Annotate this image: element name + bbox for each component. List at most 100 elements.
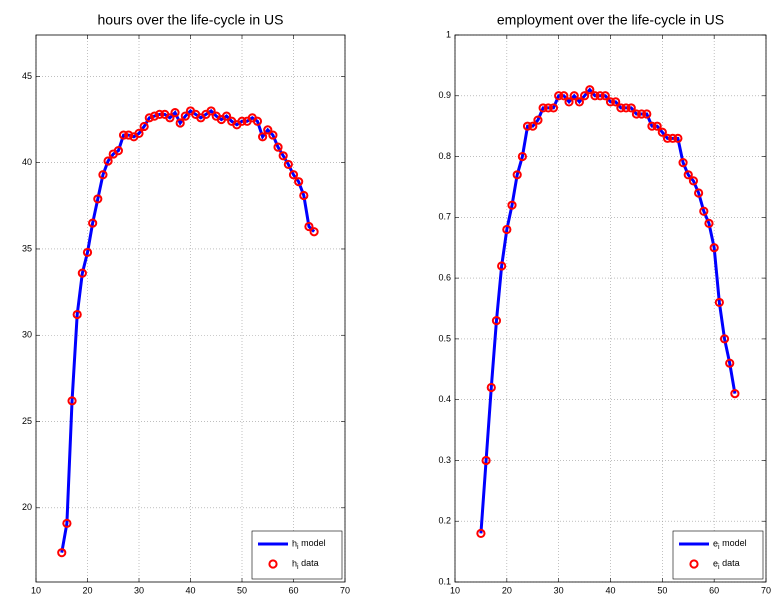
y-tick-label: 30 (22, 330, 32, 340)
data-point (637, 109, 647, 119)
data-point (688, 176, 699, 186)
y-tick-label: 0.7 (438, 212, 451, 222)
data-point (304, 221, 314, 232)
legend-label: ei model (713, 538, 747, 550)
legend-swatch (689, 559, 699, 569)
data-point (144, 113, 154, 123)
y-tick-label: 40 (22, 157, 32, 167)
data-point (616, 103, 626, 113)
data-point (704, 218, 714, 229)
data-point (538, 103, 548, 113)
data-point (139, 121, 149, 132)
y-tick-label: 0.9 (438, 90, 451, 100)
data-point (662, 133, 673, 143)
data-point (57, 548, 67, 558)
data-point (512, 170, 522, 180)
data-point (237, 116, 247, 126)
data-point (165, 113, 175, 123)
x-tick-label: 70 (340, 585, 350, 595)
data-point (522, 121, 533, 131)
data-point (725, 358, 735, 368)
y-tick-label: 35 (22, 243, 32, 253)
data-point (155, 109, 165, 119)
x-tick-label: 60 (288, 585, 298, 595)
data-point (642, 109, 652, 119)
data-point (288, 170, 299, 180)
data-point (605, 97, 616, 107)
subplot: hours over the life-cycle in US 10 20 30 40 5… (22, 12, 350, 596)
x-tick-label: 40 (605, 585, 615, 595)
data-point (309, 227, 319, 237)
data-point (77, 268, 87, 278)
data-point (502, 224, 512, 235)
data-point (507, 200, 517, 210)
data-point (486, 382, 496, 393)
data-point (647, 121, 657, 131)
data-point (481, 455, 491, 466)
data-point (497, 261, 507, 271)
data-point (590, 91, 600, 101)
data-point (631, 109, 642, 119)
y-tick-label: 45 (22, 71, 32, 81)
data-point (221, 111, 232, 121)
data-point (206, 106, 216, 116)
chart-title: employment over the life-cycle in US (497, 12, 724, 28)
y-tick-label: 0.2 (438, 516, 451, 526)
data-point (294, 177, 304, 187)
x-tick-label: 70 (761, 585, 771, 595)
legend-label: hi data (292, 558, 319, 570)
data-point (93, 194, 103, 204)
legend-swatch (268, 559, 278, 569)
data-point (149, 111, 160, 121)
legend-label: ei data (713, 558, 740, 570)
data-point (569, 91, 579, 101)
data-point (533, 115, 543, 125)
data-point (278, 151, 288, 161)
data-point (180, 111, 190, 121)
data-point (668, 133, 678, 143)
data-point (170, 108, 180, 118)
x-tick-label: 30 (554, 585, 564, 595)
data-point (252, 116, 263, 126)
x-tick-label: 20 (502, 585, 512, 595)
data-point (683, 170, 693, 180)
data-point (175, 118, 185, 128)
y-tick-label: 0.4 (438, 394, 451, 404)
data-point (113, 146, 124, 156)
x-tick-label: 30 (134, 585, 144, 595)
x-tick-label: 10 (450, 585, 460, 595)
x-tick-label: 50 (237, 585, 247, 595)
legend-label: hi model (292, 538, 326, 550)
data-point (273, 142, 283, 152)
data-point (719, 334, 730, 344)
y-tick-label: 25 (22, 416, 32, 426)
data-point (263, 125, 273, 135)
x-tick-label: 20 (82, 585, 92, 595)
data-point (600, 91, 610, 101)
data-point (657, 127, 667, 137)
data-point (476, 528, 486, 538)
data-point (564, 97, 574, 107)
axes-box (454, 34, 767, 583)
data-point (62, 518, 72, 528)
data-point (579, 91, 590, 101)
x-tick-label: 40 (185, 585, 195, 595)
data-point (103, 156, 113, 166)
data-point (134, 128, 144, 138)
axes-box (35, 34, 346, 583)
data-point (621, 103, 631, 113)
y-tick-label: 20 (22, 502, 32, 512)
data-point (543, 103, 553, 113)
legend (672, 530, 764, 580)
data-point (652, 121, 662, 131)
data-point (528, 121, 538, 131)
data-point (517, 151, 527, 162)
data-point (694, 188, 704, 198)
y-tick-label: 0.8 (438, 151, 451, 161)
data-point (730, 388, 740, 399)
data-point (98, 170, 108, 180)
data-point (299, 190, 309, 201)
data-point (72, 309, 82, 320)
y-tick-label: 0.1 (438, 576, 451, 586)
